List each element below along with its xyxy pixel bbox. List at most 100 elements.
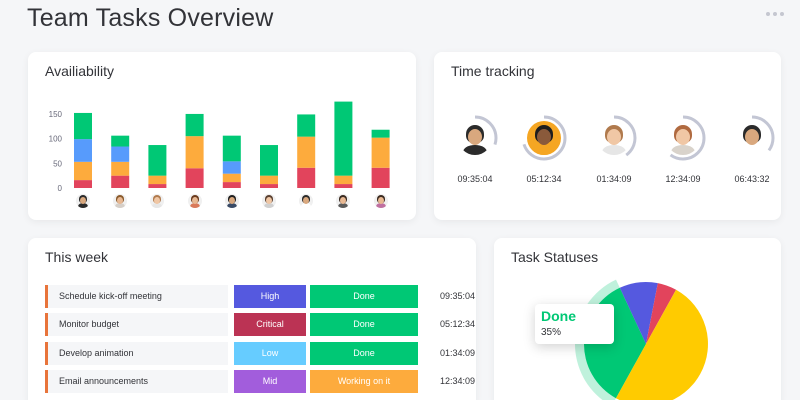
progress-ring xyxy=(452,115,498,161)
more-options-icon[interactable] xyxy=(766,12,784,16)
bar-segment xyxy=(222,161,241,174)
time-value: 09:35:04 xyxy=(439,291,475,301)
priority-label[interactable]: Critical xyxy=(234,313,306,337)
task-statuses-title: Task Statuses xyxy=(511,249,599,265)
bar-segment xyxy=(185,168,204,188)
time-value: 01:34:09 xyxy=(596,174,632,184)
task-name[interactable]: Monitor budget xyxy=(45,313,228,337)
y-tick-label: 150 xyxy=(49,110,63,119)
avatar xyxy=(735,121,769,155)
time-tracking-person[interactable]: 05:12:34 xyxy=(514,115,574,184)
avatar[interactable] xyxy=(373,194,388,208)
availability-title: Availiability xyxy=(45,63,114,79)
table-row[interactable]: Email announcements Mid Working on it 12… xyxy=(45,369,475,393)
avatar[interactable] xyxy=(224,194,239,208)
progress-ring xyxy=(521,115,567,161)
bar-segment xyxy=(74,139,92,162)
bar-segment xyxy=(111,146,130,162)
y-tick-label: 50 xyxy=(53,159,62,168)
bar-segment xyxy=(111,135,130,147)
pie-slice[interactable] xyxy=(619,282,658,344)
avatar xyxy=(527,121,561,155)
bar-segment xyxy=(334,184,353,188)
bar-segment xyxy=(371,129,390,138)
task-name[interactable]: Email announcements xyxy=(45,369,228,393)
priority-label[interactable]: High xyxy=(234,285,306,308)
bar-segment xyxy=(74,161,92,181)
availability-chart: 0 50 100 150 xyxy=(49,101,390,193)
bar-segment xyxy=(334,101,353,176)
status-label[interactable]: Done xyxy=(310,341,418,365)
status-label[interactable]: Done xyxy=(310,313,418,337)
time-tracking-person[interactable]: 01:34:09 xyxy=(584,115,644,184)
bar-segment xyxy=(185,113,204,137)
y-tick-label: 100 xyxy=(49,135,63,144)
progress-ring xyxy=(660,115,706,161)
bar-segment xyxy=(297,114,316,137)
bar-segment xyxy=(74,180,92,188)
avatar[interactable] xyxy=(113,194,128,208)
table-row[interactable]: Develop animation Low Done 01:34:09 xyxy=(45,341,475,365)
bar-segment xyxy=(260,145,278,176)
this-week-title: This week xyxy=(45,249,109,265)
bar-segment xyxy=(297,167,316,188)
bar-segment xyxy=(185,136,204,169)
time-tracking-card: Time tracking 09:35:04 xyxy=(434,52,781,220)
bar-segment xyxy=(148,175,167,185)
y-tick-label: 0 xyxy=(58,184,63,193)
avatar[interactable] xyxy=(187,194,202,208)
time-tracking-person[interactable]: 06:43:32 xyxy=(722,115,781,184)
bar-segment xyxy=(371,137,390,168)
bar-segment xyxy=(111,161,130,176)
availability-card: Availiability 0 50 100 150 xyxy=(28,52,416,220)
progress-ring xyxy=(591,115,637,161)
avatar xyxy=(458,121,492,155)
pie-slice[interactable] xyxy=(646,283,677,344)
avatar[interactable] xyxy=(76,194,90,208)
pie-tooltip-value: 35% xyxy=(541,327,562,338)
table-row[interactable]: Schedule kick-off meeting High Done 09:3… xyxy=(45,285,475,308)
this-week-card: This week Schedule kick-off meeting High… xyxy=(28,238,476,400)
bar-segment xyxy=(111,175,130,188)
avatar[interactable] xyxy=(150,194,165,208)
bar-segment xyxy=(334,175,353,185)
priority-label[interactable]: Mid xyxy=(234,369,306,393)
bar-segment xyxy=(74,112,92,140)
bar-segment xyxy=(222,135,241,162)
avatar[interactable] xyxy=(336,194,351,208)
time-value: 01:34:09 xyxy=(439,347,475,358)
time-tracking-person[interactable]: 12:34:09 xyxy=(653,115,713,184)
time-value: 12:34:09 xyxy=(665,174,701,184)
pie-tooltip: Done 35% xyxy=(535,304,614,344)
time-tracking-title: Time tracking xyxy=(451,63,535,79)
task-name[interactable]: Schedule kick-off meeting xyxy=(45,285,228,308)
bar-segment xyxy=(222,173,241,183)
page-title: Team Tasks Overview xyxy=(27,4,274,32)
bar-segment xyxy=(260,175,278,185)
bar-segment xyxy=(371,167,390,188)
bar-segment xyxy=(222,182,241,188)
pie-tooltip-label: Done xyxy=(541,308,576,324)
status-label[interactable]: Done xyxy=(310,285,418,308)
time-value: 05:12:34 xyxy=(526,174,562,184)
avatar xyxy=(597,121,631,155)
progress-ring xyxy=(729,115,775,161)
time-value: 06:43:32 xyxy=(734,174,770,184)
time-tracking-person[interactable]: 09:35:04 xyxy=(445,115,505,184)
time-value: 12:34:09 xyxy=(439,375,475,386)
bar-segment xyxy=(260,184,278,188)
status-label[interactable]: Working on it xyxy=(310,369,418,393)
avatar[interactable] xyxy=(299,194,314,208)
time-value: 05:12:34 xyxy=(439,319,475,330)
task-statuses-card: Task Statuses Done 35% xyxy=(494,238,781,400)
avatar xyxy=(666,121,700,155)
priority-label[interactable]: Low xyxy=(234,341,306,365)
bar-segment xyxy=(148,145,167,176)
pie-slice[interactable] xyxy=(615,289,708,400)
avatar[interactable] xyxy=(262,194,276,208)
table-row[interactable]: Monitor budget Critical Done 05:12:34 xyxy=(45,313,475,337)
bar-segment xyxy=(297,136,316,168)
bar-segment xyxy=(148,184,167,188)
time-value: 09:35:04 xyxy=(457,174,493,184)
task-name[interactable]: Develop animation xyxy=(45,341,228,365)
